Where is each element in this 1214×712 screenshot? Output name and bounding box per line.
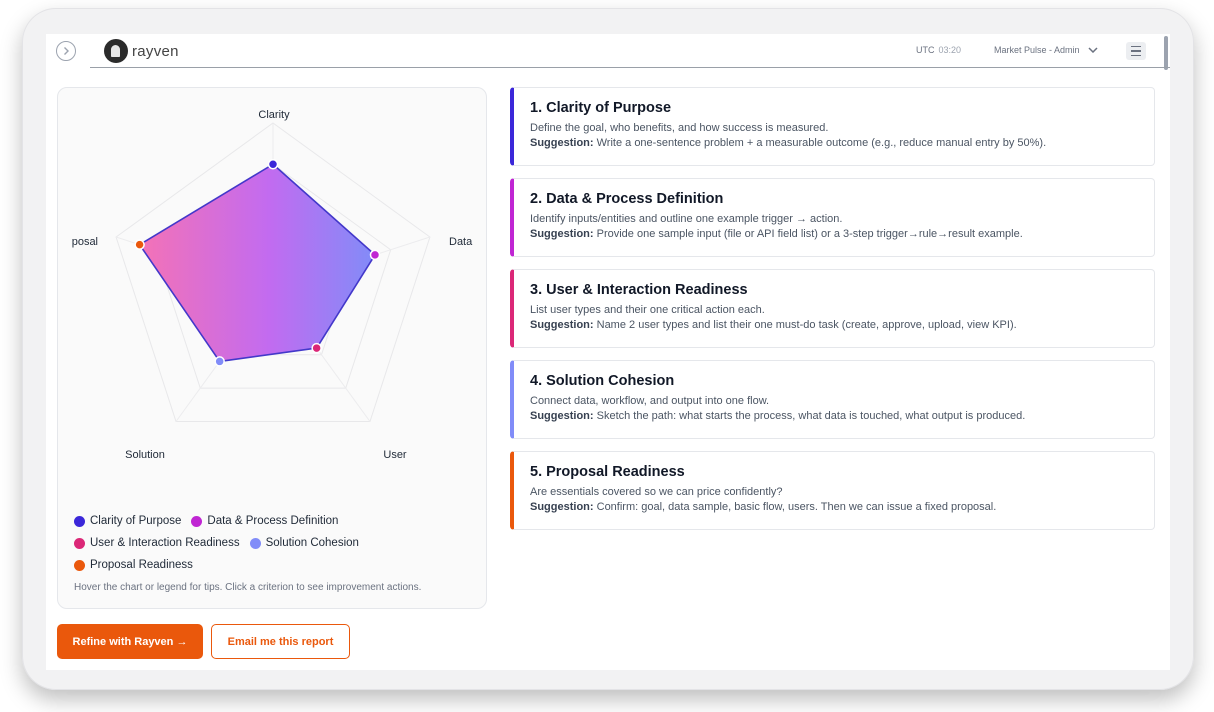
legend-dot — [74, 537, 85, 549]
legend-row: Clarity of Purpose Data & Process Defini… — [74, 514, 474, 528]
legend-row: Proposal Readiness — [74, 558, 474, 572]
criterion-card-clarity[interactable]: 1. Clarity of Purpose Define the goal, w… — [510, 87, 1155, 166]
header-divider — [90, 67, 1170, 68]
legend-dot — [74, 559, 85, 571]
legend-dot — [74, 515, 85, 527]
suggestion-label: Suggestion: — [530, 319, 594, 331]
criterion-title: 2. Data & Process Definition — [530, 191, 724, 207]
criterion-suggestion: Suggestion: Provide one sample input (fi… — [530, 228, 1140, 240]
legend-row: User & Interaction Readiness Solution Co… — [74, 536, 474, 550]
radar-point-user[interactable] — [311, 342, 322, 354]
utc-label: UTC — [916, 45, 935, 55]
axis-label-proposal: posal — [72, 236, 98, 248]
criterion-title: 1. Clarity of Purpose — [530, 100, 672, 116]
legend-label: Solution Cohesion — [265, 537, 359, 549]
chart-legend: Clarity of Purpose Data & Process Defini… — [74, 514, 474, 580]
legend-label: Data & Process Definition — [207, 515, 339, 527]
criterion-card-data[interactable]: 2. Data & Process Definition Identify in… — [510, 178, 1155, 257]
axis-label-data: Data — [449, 236, 473, 248]
axis-label-user: User — [383, 449, 407, 461]
email-report-button[interactable]: Email me this report — [211, 624, 350, 659]
criteria-list: 1. Clarity of Purpose Define the goal, w… — [510, 87, 1155, 542]
logo-mark-icon — [104, 39, 128, 63]
legend-item-proposal[interactable]: Proposal Readiness — [74, 559, 193, 571]
menu-line — [1131, 50, 1141, 52]
logo: rayven — [104, 39, 179, 63]
radar-chart[interactable]: Clarity Data User Solution posal — [58, 88, 488, 508]
criterion-suggestion: Suggestion: Name 2 user types and list t… — [530, 319, 1140, 331]
suggestion-label: Suggestion: — [530, 501, 594, 513]
legend-label: Clarity of Purpose — [90, 515, 182, 527]
logo-text: rayven — [132, 42, 179, 60]
axis-label-solution: Solution — [125, 449, 165, 461]
app-screen: rayven UTC 03:20 Market Pulse - Admin — [46, 34, 1170, 670]
chart-hint-text: Hover the chart or legend for tips. Clic… — [74, 582, 422, 593]
radar-point-data[interactable] — [369, 249, 381, 261]
legend-label: Proposal Readiness — [90, 559, 193, 571]
legend-dot — [191, 515, 203, 527]
legend-dot — [249, 537, 261, 549]
criterion-description: Identify inputs/entities and outline one… — [530, 213, 843, 225]
axis-label-clarity: Clarity — [258, 109, 290, 121]
hamburger-menu-button[interactable] — [1126, 42, 1146, 60]
suggestion-text: Confirm: goal, data sample, basic flow, … — [596, 501, 997, 513]
legend-item-clarity[interactable]: Clarity of Purpose — [74, 515, 181, 527]
suggestion-text: Sketch the path: what starts the process… — [596, 410, 1026, 422]
account-name: Market Pulse - Admin — [994, 45, 1080, 55]
radar-chart-panel: Clarity Data User Solution posal Clarity… — [57, 87, 487, 609]
criterion-title: 4. Solution Cohesion — [530, 373, 675, 389]
menu-line — [1131, 54, 1141, 57]
criterion-suggestion: Suggestion: Confirm: goal, data sample, … — [530, 501, 1140, 513]
legend-item-data[interactable]: Data & Process Definition — [191, 515, 338, 527]
legend-label: User & Interaction Readiness — [90, 537, 240, 549]
suggestion-text: Write a one-sentence problem + a measura… — [596, 137, 1047, 149]
criterion-card-solution[interactable]: 4. Solution Cohesion Connect data, workf… — [510, 360, 1155, 439]
criterion-description: Define the goal, who benefits, and how s… — [530, 122, 829, 134]
suggestion-label: Suggestion: — [530, 137, 594, 149]
radar-data-area[interactable] — [138, 163, 376, 363]
criterion-card-user[interactable]: 3. User & Interaction Readiness List use… — [510, 269, 1155, 348]
menu-line — [1131, 45, 1141, 48]
utc-clock: UTC 03:20 — [916, 45, 961, 55]
radar-point-clarity[interactable] — [267, 159, 279, 170]
criterion-title: 3. User & Interaction Readiness — [530, 282, 748, 298]
radar-grid-ring — [115, 122, 431, 422]
chevron-right-icon — [64, 47, 69, 55]
scrollbar-thumb[interactable] — [1164, 36, 1168, 70]
account-menu[interactable]: Market Pulse - Admin — [994, 45, 1098, 55]
suggestion-label: Suggestion: — [530, 410, 594, 422]
chevron-down-icon — [1088, 47, 1098, 53]
top-bar: rayven UTC 03:20 Market Pulse - Admin — [46, 34, 1170, 70]
criterion-card-proposal[interactable]: 5. Proposal Readiness Are essentials cov… — [510, 451, 1155, 530]
legend-item-user[interactable]: User & Interaction Readiness — [74, 537, 240, 549]
radar-point-proposal[interactable] — [134, 239, 145, 250]
legend-item-solution[interactable]: Solution Cohesion — [249, 537, 359, 549]
criterion-description: List user types and their one critical a… — [530, 304, 765, 316]
criterion-suggestion: Suggestion: Sketch the path: what starts… — [530, 410, 1140, 422]
criterion-suggestion: Suggestion: Write a one-sentence problem… — [530, 137, 1140, 149]
sidebar-toggle-button[interactable] — [56, 41, 76, 61]
refine-with-rayven-button[interactable]: Refine with Rayven → — [57, 624, 203, 659]
utc-time: 03:20 — [938, 45, 962, 55]
suggestion-label: Suggestion: — [530, 228, 594, 240]
suggestion-text: Provide one sample input (file or API fi… — [596, 228, 1023, 240]
criterion-title: 5. Proposal Readiness — [530, 464, 685, 480]
radar-points — [134, 159, 381, 367]
criterion-description: Connect data, workflow, and output into … — [530, 395, 770, 407]
radar-point-solution[interactable] — [214, 356, 225, 367]
suggestion-text: Name 2 user types and list their one mus… — [596, 319, 1017, 331]
criterion-description: Are essentials covered so we can price c… — [530, 486, 783, 498]
